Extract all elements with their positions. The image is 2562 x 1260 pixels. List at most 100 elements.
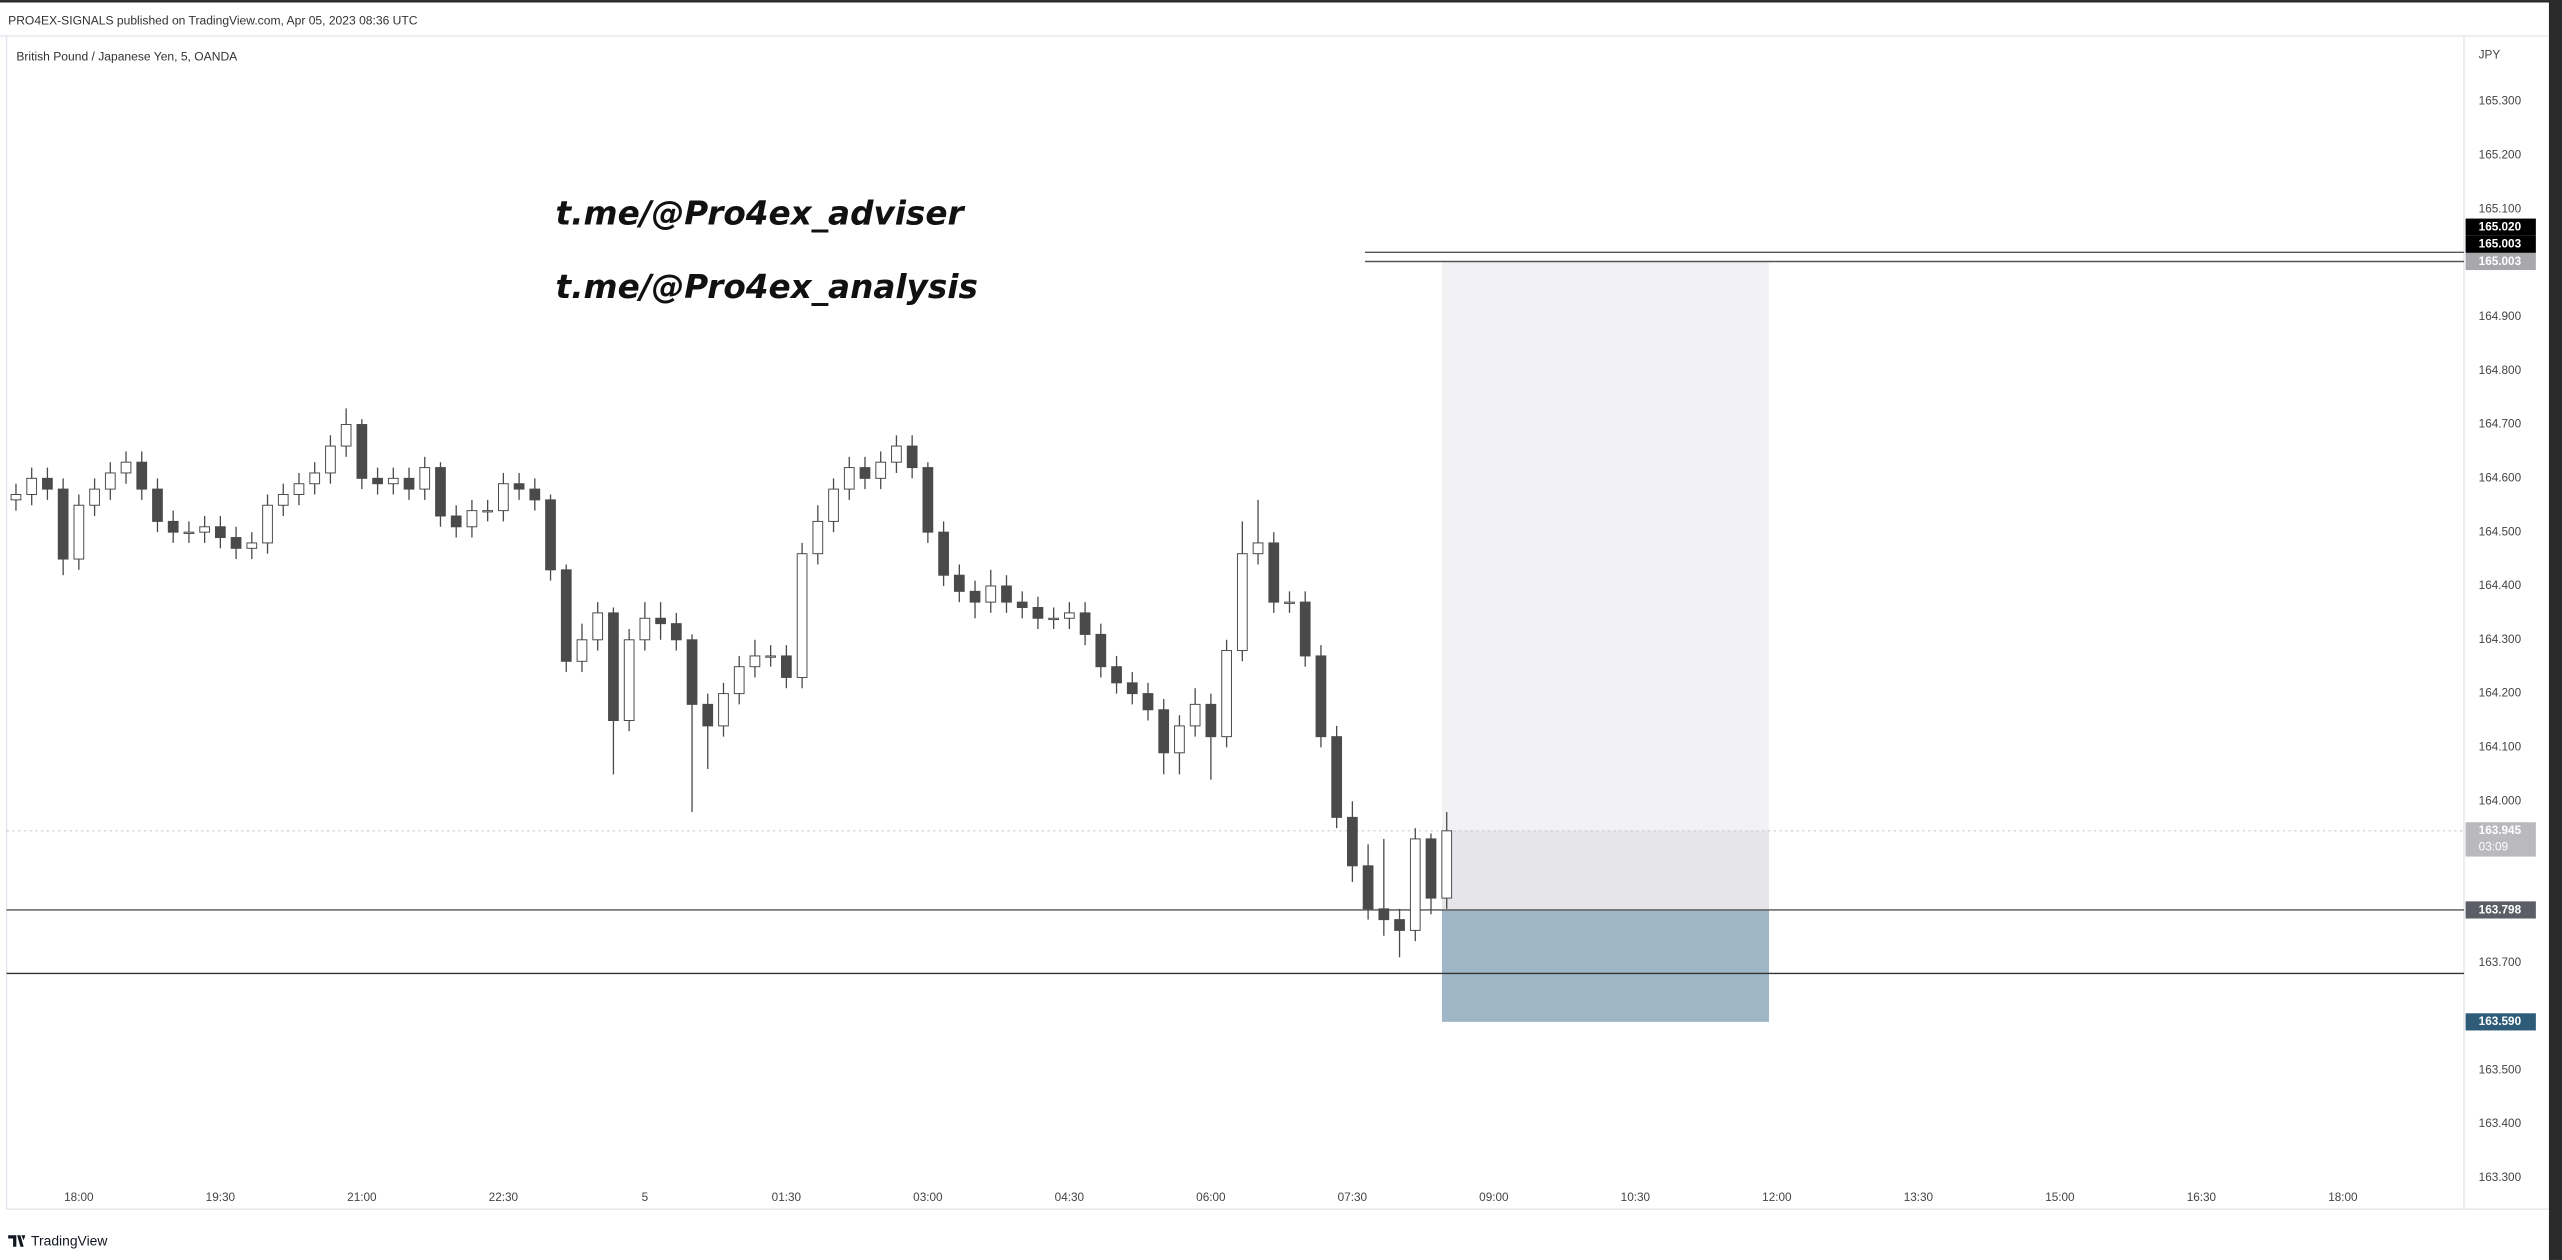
x-tick-label: 18:00 xyxy=(2328,1191,2358,1204)
x-tick-label: 06:00 xyxy=(1196,1191,1226,1204)
candle-body xyxy=(953,574,965,592)
candle-body xyxy=(120,461,132,474)
x-tick-label: 09:00 xyxy=(1479,1191,1509,1204)
candle-body xyxy=(891,445,902,463)
x-tick-label: 07:30 xyxy=(1338,1191,1368,1204)
y-tick-label: 164.300 xyxy=(2479,633,2522,646)
candle-body xyxy=(356,424,368,479)
candle-body xyxy=(1299,601,1311,657)
candle-body xyxy=(1378,908,1390,921)
candle-body xyxy=(435,467,446,517)
candle-body xyxy=(1268,542,1280,603)
x-tick-label: 21:00 xyxy=(347,1191,377,1204)
price-badge-label: 163.945 xyxy=(2479,824,2522,837)
y-tick-label: 163.500 xyxy=(2479,1063,2522,1076)
currency-label: JPY xyxy=(2479,49,2501,62)
candle-body xyxy=(812,520,824,555)
x-tick-label: 10:30 xyxy=(1621,1191,1651,1204)
candle-body xyxy=(1079,612,1091,635)
candle-body xyxy=(277,493,289,506)
candle-body xyxy=(733,666,745,695)
candle-body xyxy=(1394,919,1405,931)
candle-body xyxy=(1331,736,1343,818)
y-tick-label: 164.800 xyxy=(2479,364,2522,377)
price-badge xyxy=(2465,1013,2536,1031)
candle-body xyxy=(89,488,100,506)
candle-body xyxy=(781,655,792,678)
candle-body xyxy=(875,461,887,479)
candle-body xyxy=(702,703,714,727)
candle-body xyxy=(1347,816,1358,867)
candle-body xyxy=(10,493,22,501)
x-tick-label: 18:00 xyxy=(64,1191,94,1204)
candle-body xyxy=(230,537,242,549)
candle-body xyxy=(608,612,619,721)
candle-body xyxy=(749,655,761,668)
footer-brand: TradingView xyxy=(31,1232,108,1248)
candle-body xyxy=(843,467,855,490)
candle-body xyxy=(1126,682,1138,695)
candle-body xyxy=(466,510,478,528)
price-badge-countdown: 03:09 xyxy=(2479,841,2508,854)
y-tick-label: 163.400 xyxy=(2479,1117,2522,1130)
candle-body xyxy=(325,445,336,474)
candle-body xyxy=(1064,612,1075,619)
current-zone xyxy=(1442,830,1770,910)
candle-body xyxy=(1236,553,1248,652)
candle-body xyxy=(765,655,777,658)
tradingview-logo xyxy=(8,1235,26,1247)
y-tick-label: 164.500 xyxy=(2479,525,2522,538)
publisher-line: PRO4EX-SIGNALS published on TradingView.… xyxy=(8,13,418,27)
annotation: t.me/@Pro4ex_adviser xyxy=(556,195,966,233)
x-tick-label: 15:00 xyxy=(2045,1191,2075,1204)
price-badge xyxy=(2465,218,2536,236)
candle-body xyxy=(167,520,179,533)
candle-body xyxy=(1221,650,1232,738)
candle-body xyxy=(246,542,258,549)
candle-body xyxy=(529,488,541,501)
candle-body xyxy=(1205,703,1217,738)
y-tick-label: 164.100 xyxy=(2479,741,2522,754)
y-tick-label: 164.900 xyxy=(2479,310,2522,323)
candle-body xyxy=(1362,865,1374,910)
candle-body xyxy=(513,483,525,490)
candle-body xyxy=(938,531,949,576)
price-badge-label: 163.798 xyxy=(2479,903,2522,916)
candle-body xyxy=(1425,838,1437,899)
candle-body xyxy=(293,483,305,495)
candle-body xyxy=(1441,830,1453,899)
candle-body xyxy=(639,617,651,641)
candle-body xyxy=(42,477,53,490)
candle-body xyxy=(1001,585,1012,603)
candle-body xyxy=(1284,601,1295,604)
candle-body xyxy=(1315,655,1327,738)
candle-body xyxy=(545,499,556,571)
y-tick-label: 164.200 xyxy=(2479,687,2522,700)
candle-body xyxy=(183,531,195,534)
y-tick-label: 163.700 xyxy=(2479,956,2522,969)
y-tick-label: 164.600 xyxy=(2479,471,2522,484)
price-badge xyxy=(2465,901,2536,919)
candle-body xyxy=(686,639,698,705)
candle-body xyxy=(73,504,85,560)
footer: TradingView xyxy=(8,1232,108,1248)
candle-body xyxy=(969,590,981,603)
candle-body xyxy=(1032,607,1044,619)
candle-body xyxy=(1174,725,1185,754)
candle-body xyxy=(1252,542,1264,555)
candle-body xyxy=(340,424,352,447)
candle-body xyxy=(482,510,494,513)
candle-body xyxy=(309,472,321,485)
candle-body xyxy=(1016,601,1028,608)
x-tick-label: 19:30 xyxy=(206,1191,236,1204)
candle-body xyxy=(419,467,431,490)
candle-body xyxy=(655,617,666,625)
candle-body xyxy=(560,569,572,662)
right-edge xyxy=(2548,0,2562,1260)
candle-body xyxy=(796,553,808,678)
price-badge-label: 163.590 xyxy=(2479,1015,2522,1028)
candle-body xyxy=(104,472,116,490)
price-badge-label: 165.020 xyxy=(2479,221,2522,234)
candle-body xyxy=(1048,617,1060,621)
